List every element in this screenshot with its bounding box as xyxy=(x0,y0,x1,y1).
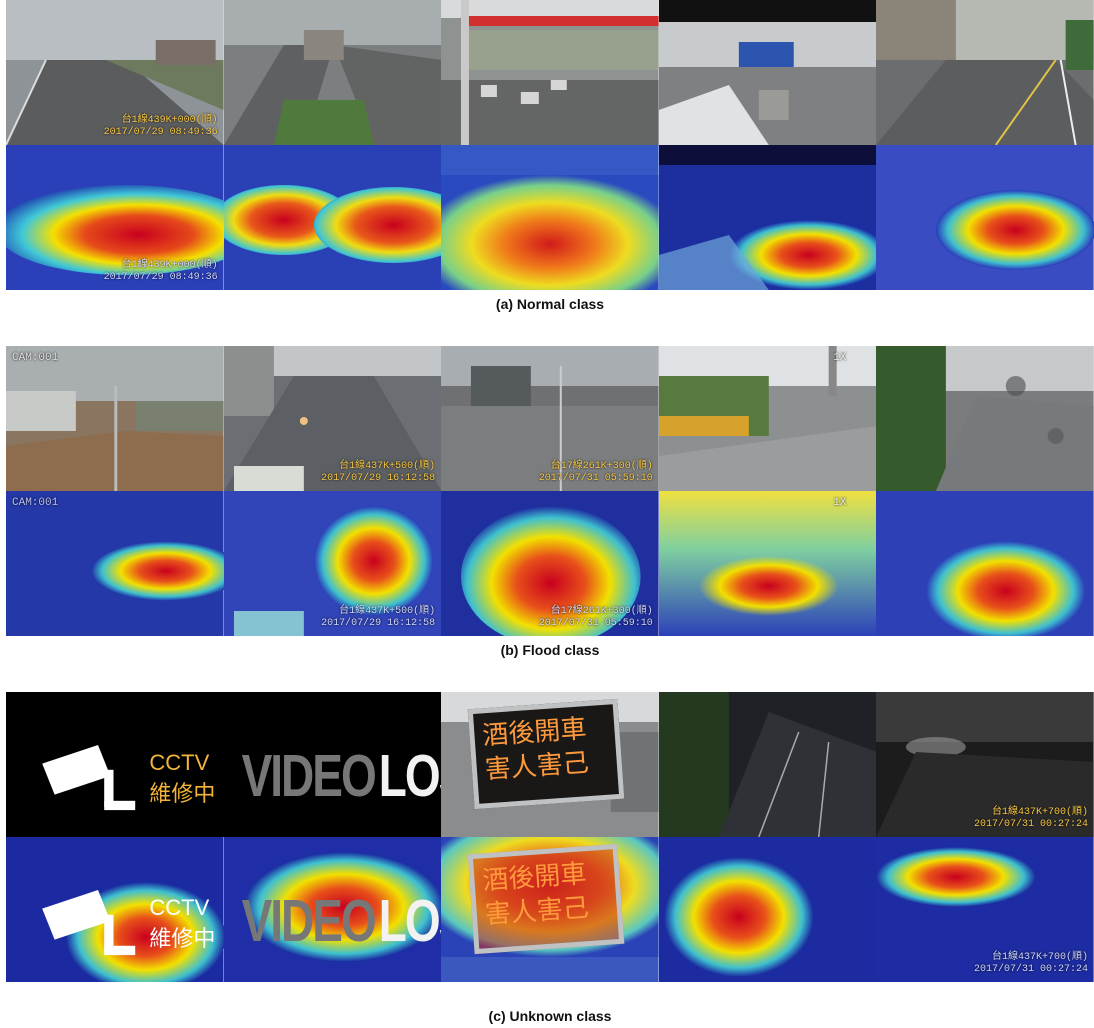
osd-zoom-label: 1X xyxy=(833,497,847,509)
photo-normal-3 xyxy=(441,0,659,145)
osd-text: 台17線261K+300(順) 2017/07/31 05:59:10 xyxy=(538,461,653,484)
osd-text: 台1線437K+500(順) 2017/07/29 16:12:58 xyxy=(321,606,436,629)
section-unknown: CCTV 維修中 VIDEOLOSS 酒後開車 害人害己 xyxy=(6,692,1094,1024)
caption-flood: (b) Flood class xyxy=(500,642,600,658)
heatmap-flood-3: 台17線261K+300(順) 2017/07/31 05:59:10 xyxy=(441,491,659,636)
heatmap-normal-4 xyxy=(658,145,877,290)
osd-text: 台1線437K+700(順) 2017/07/31 00:27:24 xyxy=(973,952,1088,975)
heatmap-normal-2 xyxy=(223,145,442,290)
section-flood: CAM:001 台1線437K+500(順) 2017/07/29 16:12:… xyxy=(6,346,1094,658)
photo-normal-4 xyxy=(658,0,877,145)
heatmap-flood-2: 台1線437K+500(順) 2017/07/29 16:12:58 xyxy=(223,491,442,636)
photo-unknown-1: CCTV 維修中 xyxy=(6,692,224,837)
heatmap-unknown-4 xyxy=(658,837,877,982)
photo-flood-3: 台17線261K+300(順) 2017/07/31 05:59:10 xyxy=(441,346,659,491)
photo-normal-1: 台1線439K+000(順) 2017/07/29 08:49:36 xyxy=(6,0,224,145)
cctv-maintenance-label: CCTV 維修中 xyxy=(36,889,224,958)
photo-flood-5 xyxy=(876,346,1094,491)
cctv-maintenance-label: CCTV 維修中 xyxy=(36,744,224,813)
video-loss-text: VIDEOLOSS xyxy=(241,741,442,809)
photo-flood-4: 1X xyxy=(658,346,877,491)
led-sign: 酒後開車 害人害己 xyxy=(467,698,625,810)
osd-text: 台1線439K+000(順) 2017/07/29 08:49:36 xyxy=(103,260,218,283)
caption-unknown: (c) Unknown class xyxy=(488,1008,612,1024)
caption-normal: (a) Normal class xyxy=(495,296,605,312)
heatmap-unknown-5: 台1線437K+700(順) 2017/07/31 00:27:24 xyxy=(876,837,1094,982)
heatmap-flood-5 xyxy=(876,491,1094,636)
heatmap-unknown-3: 酒後開車 害人害己 xyxy=(441,837,659,982)
cctv-camera-icon xyxy=(42,744,136,810)
photo-normal-5 xyxy=(876,0,1094,145)
cctv-camera-icon xyxy=(42,889,136,955)
section-normal: 台1線439K+000(順) 2017/07/29 08:49:36 xyxy=(6,0,1094,312)
heatmap-normal-5 xyxy=(876,145,1094,290)
osd-text: 台1線437K+700(順) 2017/07/31 00:27:24 xyxy=(973,807,1088,830)
led-sign: 酒後開車 害人害己 xyxy=(467,843,625,955)
heatmap-flood-4: 1X xyxy=(658,491,877,636)
heatmap-unknown-1: CCTV 維修中 xyxy=(6,837,224,982)
photo-unknown-4 xyxy=(658,692,877,837)
heatmap-unknown-2: VIDEOLOSS xyxy=(223,837,442,982)
photo-unknown-3: 酒後開車 害人害己 xyxy=(441,692,659,837)
heatmap-normal-3 xyxy=(441,145,659,290)
osd-text: 台17線261K+300(順) 2017/07/31 05:59:10 xyxy=(538,606,653,629)
osd-text: 台1線437K+500(順) 2017/07/29 16:12:58 xyxy=(321,461,436,484)
osd-text: 台1線439K+000(順) 2017/07/29 08:49:36 xyxy=(103,115,218,138)
heatmap-normal-1: 台1線439K+000(順) 2017/07/29 08:49:36 xyxy=(6,145,224,290)
photo-normal-2 xyxy=(223,0,442,145)
video-loss-text: VIDEOLOSS xyxy=(241,886,442,954)
osd-camera-label: CAM:001 xyxy=(12,352,59,364)
heatmap-flood-1: CAM:001 xyxy=(6,491,224,636)
photo-flood-2: 台1線437K+500(順) 2017/07/29 16:12:58 xyxy=(223,346,442,491)
photo-unknown-2: VIDEOLOSS xyxy=(223,692,442,837)
photo-flood-1: CAM:001 xyxy=(6,346,224,491)
photo-unknown-5: 台1線437K+700(順) 2017/07/31 00:27:24 xyxy=(876,692,1094,837)
osd-zoom-label: 1X xyxy=(833,352,847,364)
osd-camera-label: CAM:001 xyxy=(12,497,59,509)
